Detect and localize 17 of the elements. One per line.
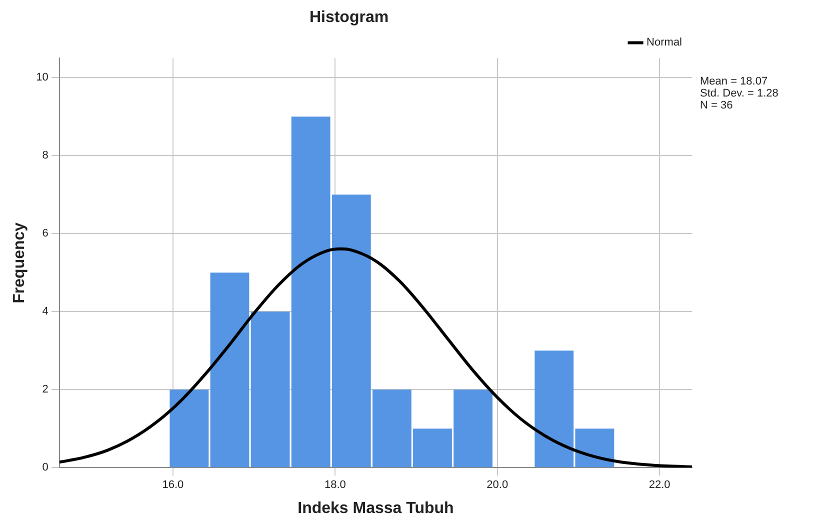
y-tick-label: 2 xyxy=(42,384,48,396)
chart-title: Histogram xyxy=(309,9,389,26)
x-tick-label: 22.0 xyxy=(648,479,670,492)
y-tick-label: 6 xyxy=(42,228,48,240)
y-tick-label: 8 xyxy=(42,150,48,162)
legend-label: Normal xyxy=(646,36,682,49)
y-tick-label: 10 xyxy=(36,72,48,84)
y-tick-label: 4 xyxy=(42,306,48,318)
x-tick-label: 20.0 xyxy=(486,479,508,492)
x-tick-label: 18.0 xyxy=(324,479,346,492)
text: Std. Dev. = 1.28 xyxy=(700,88,778,100)
text: Mean = 18.07 xyxy=(700,76,768,88)
y-axis-title: Frequency xyxy=(11,222,28,304)
y-tick-label: 0 xyxy=(42,462,48,474)
text: N = 36 xyxy=(700,100,733,112)
x-axis-title: Indeks Massa Tubuh xyxy=(298,500,454,517)
x-tick-label: 16.0 xyxy=(162,479,184,492)
